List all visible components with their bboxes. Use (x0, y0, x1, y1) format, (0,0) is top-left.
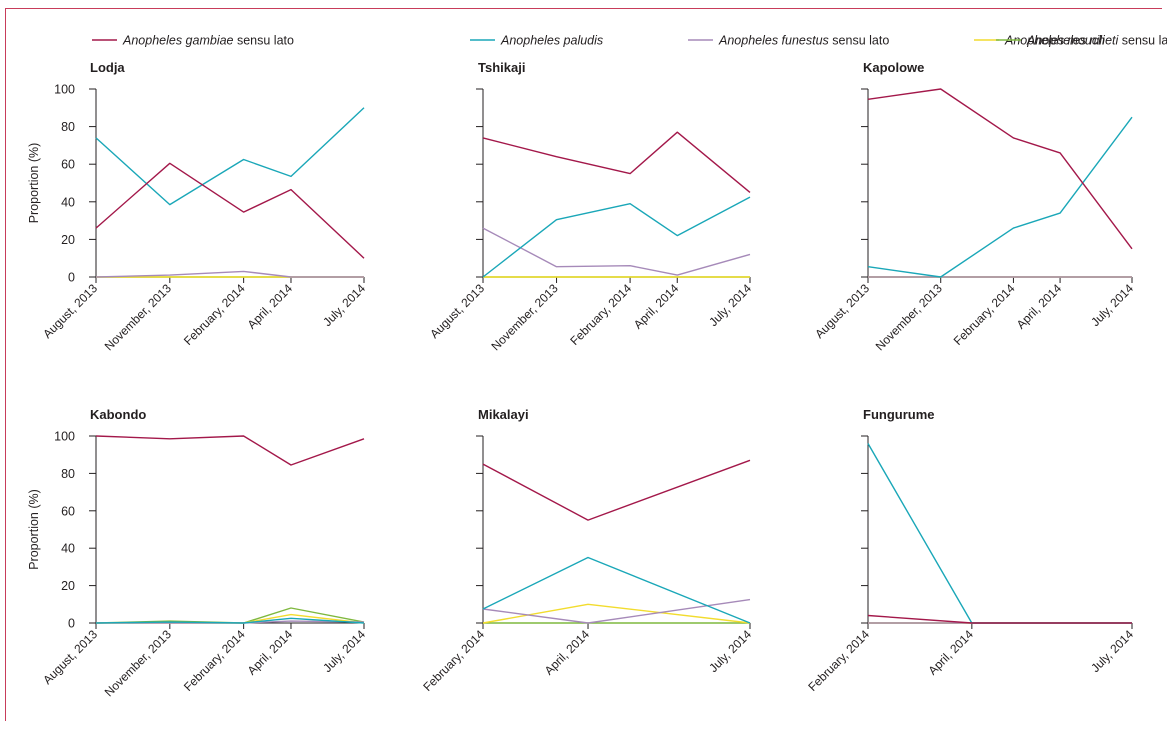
y-tick-label: 0 (68, 271, 75, 285)
x-tick-label: November, 2013 (102, 627, 174, 699)
panel-fungurume: Fungurume February, 2014 April, 2014 July, … (805, 407, 1136, 694)
legend-item-paludis: Anopheles paludis (470, 34, 603, 48)
x-tick-label: August, 2013 (427, 281, 487, 341)
series-line-gambiae (482, 459, 751, 521)
x-tick-label: April, 2014 (245, 281, 296, 332)
legend-label-moucheti: Anopheles moucheti sensu lato (1004, 34, 1167, 48)
legend-species-suffix: sensu lato (829, 34, 890, 48)
legend-item-nili: Anopheles nili (996, 34, 1106, 48)
legend-species-suffix: sensu lato (234, 34, 295, 48)
y-tick-label: 100 (54, 83, 75, 97)
x-tick-label: February, 2014 (951, 281, 1018, 348)
y-tick-label: 0 (68, 617, 75, 631)
x-tick-label: February, 2014 (181, 281, 248, 348)
series-line-paludis (867, 116, 1133, 278)
x-tick-label: July, 2014 (706, 281, 754, 329)
x-tick-label: February, 2014 (181, 627, 248, 694)
x-tick-label: July, 2014 (1088, 627, 1136, 675)
chart-panels: Lodja 0 20 40 60 80 100 Proportion (%) August, 2… (27, 60, 1136, 699)
series-line-gambiae (867, 88, 1133, 250)
legend-label-nili: Anopheles nili (1026, 34, 1106, 48)
legend-item-gambiae: Anopheles gambiae sensu lato (92, 34, 294, 48)
legend-species-name: Anopheles paludis (500, 34, 603, 48)
legend-item-moucheti: Anopheles moucheti sensu lato (974, 34, 1167, 48)
y-tick-label: 40 (61, 542, 75, 556)
x-tick-label: April, 2014 (1014, 281, 1065, 332)
legend-species-suffix: sensu lato (1118, 34, 1167, 48)
x-tick-label: April, 2014 (631, 281, 682, 332)
panel-title: Tshikaji (478, 60, 525, 75)
y-tick-label: 100 (54, 430, 75, 444)
series-line-moucheti (482, 603, 751, 624)
legend-label-paludis: Anopheles paludis (500, 34, 603, 48)
y-tick-label: 40 (61, 195, 75, 209)
x-tick-label: April, 2014 (542, 627, 593, 678)
y-tick-label: 20 (61, 579, 75, 593)
y-axis-title: Proportion (%) (27, 489, 41, 570)
series-line-paludis (95, 107, 365, 206)
x-tick-label: July, 2014 (706, 627, 754, 675)
legend-species-name: Anopheles funestus (718, 34, 829, 48)
legend-label-funestus: Anopheles funestus sensu lato (718, 34, 889, 48)
series-line-funestus (482, 598, 751, 624)
left-frame-line (5, 8, 6, 721)
x-tick-label: August, 2013 (40, 281, 100, 341)
panel-kabondo: Kabondo 0 20 40 60 80 100 Proportion (%) August,… (27, 407, 368, 699)
series-line-gambiae (482, 131, 751, 193)
series-line-gambiae (95, 162, 365, 259)
x-tick-label: February, 2014 (567, 281, 634, 348)
series-line-funestus (482, 227, 751, 276)
panel-title: Lodja (90, 60, 125, 75)
x-tick-label: November, 2013 (102, 281, 174, 353)
series-line-paludis (482, 196, 751, 278)
panel-title: Fungurume (863, 407, 935, 422)
legend-item-funestus: Anopheles funestus sensu lato (688, 34, 889, 48)
legend-species-name: Anopheles moucheti (1004, 34, 1119, 48)
x-tick-label: February, 2014 (805, 627, 872, 694)
legend-species-name: Anopheles nili (1026, 34, 1106, 48)
x-tick-label: February, 2014 (420, 627, 487, 694)
panel-mikalayi: Mikalayi February, 2014 April, 2014 July, 2… (420, 407, 754, 694)
x-tick-label: November, 2013 (488, 281, 560, 353)
panel-title: Kapolowe (863, 60, 924, 75)
legend-label-gambiae: Anopheles gambiae sensu lato (122, 34, 294, 48)
series-line-paludis (482, 556, 751, 624)
x-tick-label: August, 2013 (812, 281, 872, 341)
x-tick-label: April, 2014 (245, 627, 296, 678)
panel-title: Kabondo (90, 407, 146, 422)
panel-kapolowe: Kapolowe August, 2013 November, 2013 Februa… (812, 60, 1136, 353)
top-frame-line (5, 8, 1162, 9)
y-tick-label: 60 (61, 158, 75, 172)
y-tick-label: 20 (61, 233, 75, 247)
panel-title: Mikalayi (478, 407, 529, 422)
x-tick-label: July, 2014 (320, 627, 368, 675)
panel-tshikaji: Tshikaji August, 2013 November, 2013 Februa… (427, 60, 754, 353)
series-line-paludis (867, 443, 1132, 624)
x-tick-label: November, 2013 (873, 281, 945, 353)
y-axis-title: Proportion (%) (27, 143, 41, 224)
x-tick-label: July, 2014 (320, 281, 368, 329)
series-line-paludis (95, 617, 365, 624)
series-line-gambiae (95, 435, 365, 466)
x-tick-label: July, 2014 (1088, 281, 1136, 329)
series-line-funestus (95, 270, 364, 278)
y-tick-label: 80 (61, 120, 75, 134)
series-line-gambiae (867, 614, 1132, 624)
x-tick-label: August, 2013 (40, 627, 100, 687)
legend: Anopheles gambiae sensu lato Anopheles pa… (92, 34, 1167, 48)
y-tick-label: 60 (61, 504, 75, 518)
panel-lodja: Lodja 0 20 40 60 80 100 Proportion (%) August, 2… (27, 60, 368, 353)
y-tick-label: 80 (61, 467, 75, 481)
x-tick-label: April, 2014 (925, 627, 976, 678)
legend-species-name: Anopheles gambiae (122, 34, 234, 48)
